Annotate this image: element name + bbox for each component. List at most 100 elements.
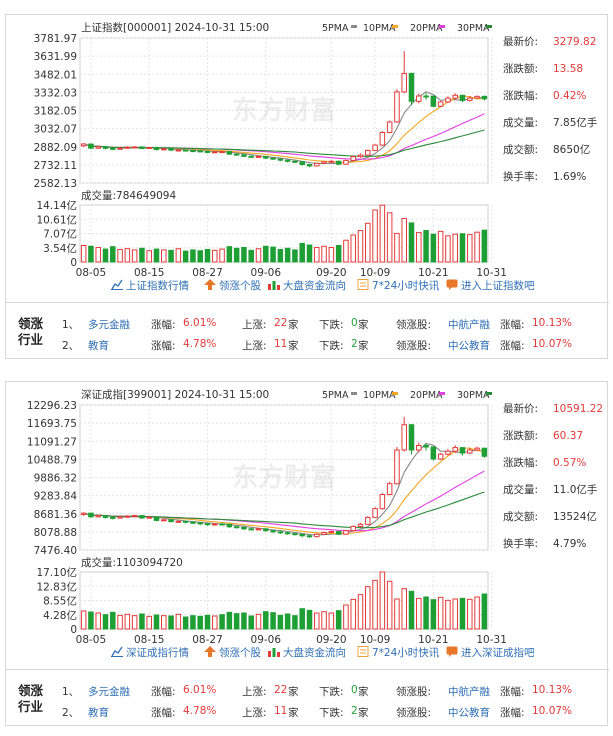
change-label: 涨幅:	[151, 707, 176, 719]
index-panel-shenzhen: 12296.23 11693.75 11091.27 10488.79 9886.32 9…	[5, 381, 609, 726]
kline-chart[interactable]: 3781.97 3631.99 3482.01 3332.03 3182.05 3032.…	[6, 15, 507, 279]
candle-body	[182, 149, 189, 152]
volume-bar	[357, 594, 364, 630]
candle-body	[95, 146, 101, 149]
candle-body	[277, 158, 284, 161]
candle-body	[102, 146, 109, 149]
candle-body	[255, 155, 262, 158]
volume-bar	[437, 230, 444, 263]
volume-bar	[117, 249, 123, 263]
candle-body	[204, 150, 211, 153]
link-live-news[interactable]: 7*24小时快讯	[357, 278, 439, 293]
document-icon	[357, 279, 369, 290]
candle-body	[241, 526, 247, 530]
volume-bar	[292, 249, 298, 263]
time-tick-label: 09-20	[316, 267, 347, 279]
industry-link[interactable]: 教育	[88, 340, 109, 352]
candle-body	[197, 150, 203, 153]
lead-stock-link[interactable]: 中航产融	[448, 686, 490, 698]
volume-bar	[416, 597, 422, 630]
link-label: 7*24小时快讯	[372, 280, 440, 292]
candle-body	[233, 526, 240, 529]
link-forum[interactable]: 进入上证指数吧	[446, 278, 535, 293]
link-forum[interactable]: 进入深证成指吧	[446, 645, 535, 660]
candle-body	[408, 72, 415, 102]
rise-label: 上涨:	[242, 340, 267, 352]
candle-body	[467, 449, 473, 454]
rise-label: 上涨:	[242, 707, 267, 719]
link-label: 进入深证成指吧	[461, 647, 535, 659]
volume-tick-label: 12.83亿	[36, 580, 77, 593]
volume-bar	[408, 590, 415, 630]
quote-label: 成交额:	[503, 511, 539, 523]
lead-stock-link[interactable]: 中公教育	[448, 340, 490, 352]
volume-bar	[372, 579, 378, 630]
link-label: 大盘资金流向	[283, 280, 346, 292]
candle-body	[248, 155, 254, 158]
lead-change-value: 10.07%	[532, 338, 573, 350]
candle-body	[110, 516, 116, 519]
lead-stock-link[interactable]: 中航产融	[448, 319, 490, 331]
candle-body	[117, 516, 123, 519]
industry-link[interactable]: 多元金融	[88, 319, 130, 331]
candle-body	[350, 156, 356, 161]
volume-bar	[168, 615, 174, 630]
link-fund-flow[interactable]: 大盘资金流向	[268, 645, 346, 660]
time-tick-label: 08-15	[134, 267, 165, 279]
candle-body	[270, 157, 276, 160]
line-chart-icon	[111, 646, 123, 657]
volume-bar	[277, 614, 284, 630]
link-fund-flow[interactable]: 大盘资金流向	[268, 278, 346, 293]
candle-body	[197, 522, 203, 525]
link-top-stocks[interactable]: 领涨个股	[204, 278, 261, 293]
kline-chart[interactable]: 12296.23 11693.75 11091.27 10488.79 9886.32 9…	[6, 382, 507, 646]
link-index-quote[interactable]: 深证成指行情	[111, 645, 189, 660]
price-tick-label: 9283.84	[34, 491, 78, 503]
candle-body	[459, 447, 466, 454]
price-tick-label: 11091.27	[27, 436, 77, 448]
candle-body	[110, 147, 116, 150]
candle-body	[386, 121, 393, 134]
volume-bar	[197, 615, 203, 630]
volume-bar	[379, 571, 386, 630]
volume-bar	[459, 597, 466, 630]
price-tick-label: 9886.32	[34, 473, 77, 485]
link-top-stocks[interactable]: 领涨个股	[204, 645, 261, 660]
candle-body	[182, 520, 189, 523]
link-live-news[interactable]: 7*24小时快讯	[357, 645, 439, 660]
industry-link[interactable]: 多元金融	[88, 686, 130, 698]
row-index: 1、	[62, 319, 80, 331]
chart-title: 深证成指[399001] 2024-10-31 15:00	[81, 388, 269, 401]
volume-bar	[248, 615, 254, 630]
price-tick-label: 2582.13	[34, 178, 77, 190]
ma-legend-swatch	[351, 392, 357, 395]
volume-bar	[80, 244, 87, 263]
time-tick-label: 10-09	[360, 267, 391, 279]
change-value: 4.78%	[183, 338, 217, 350]
ma-legend-label: 10PMA	[363, 390, 396, 401]
volume-bar	[365, 222, 371, 263]
candle-body	[452, 94, 458, 99]
candle-body	[357, 154, 364, 158]
quote-value: 10591.22	[553, 403, 604, 415]
time-tick-label: 10-21	[418, 267, 449, 279]
volume-bar	[219, 248, 225, 263]
volume-bar	[335, 610, 342, 630]
link-index-quote[interactable]: 上证指数行情	[111, 278, 189, 293]
candle-body	[80, 143, 87, 147]
candle-body	[190, 150, 196, 153]
candle-body	[365, 516, 371, 525]
industry-link[interactable]: 教育	[88, 707, 109, 719]
lead-stock-link[interactable]: 中公教育	[448, 707, 490, 719]
quote-value: 3279.82	[553, 36, 597, 48]
rise-count: 11	[274, 705, 288, 717]
fall-label: 下跌:	[319, 319, 344, 331]
quote-row-change: 涨跌额: 60.37	[503, 429, 608, 456]
volume-bar	[190, 615, 196, 630]
change-label: 涨幅:	[151, 686, 176, 698]
quick-links: 深证成指行情 领涨个股 大盘资金流向 7*24小时快讯 进入深证成指吧	[6, 642, 609, 664]
candle-body	[445, 450, 451, 455]
time-tick-label: 09-06	[251, 634, 282, 646]
volume-bar	[284, 247, 291, 263]
rise-count: 11	[274, 338, 288, 350]
